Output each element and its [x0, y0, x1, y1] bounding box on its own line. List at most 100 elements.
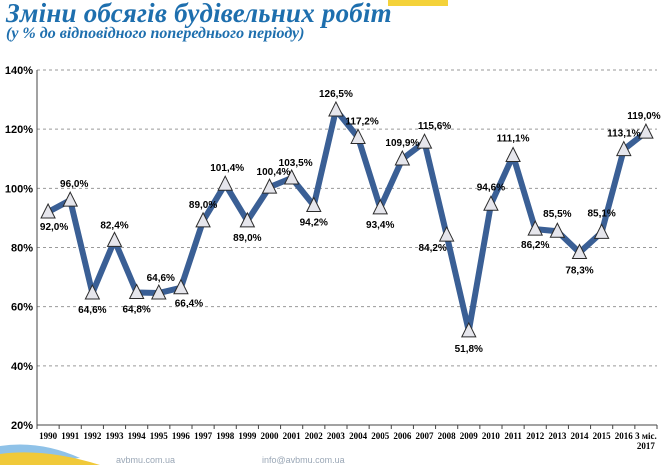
x-tick-label: 1992 — [83, 431, 102, 441]
x-tick-label: 1995 — [150, 431, 169, 441]
data-label: 119,0% — [627, 111, 660, 122]
x-tick-label: 2016 — [615, 431, 634, 441]
y-tick-label: 100% — [5, 183, 33, 195]
footer-email-link[interactable]: info@avbmu.com.ua — [262, 455, 345, 465]
data-label: 103,5% — [279, 158, 313, 169]
data-point-marker — [372, 198, 389, 215]
data-point-marker — [438, 225, 455, 242]
x-tick-label: 2001 — [283, 431, 302, 441]
y-tick-label: 40% — [11, 361, 33, 373]
data-label: 94,2% — [300, 217, 328, 228]
data-label: 113,1% — [607, 129, 640, 140]
x-tick-label: 2009 — [460, 431, 479, 441]
x-tick-label: 2010 — [482, 431, 501, 441]
x-tick-label-line: 2017 — [637, 441, 656, 451]
x-tick-label: 2000 — [261, 431, 280, 441]
data-point-marker — [416, 133, 433, 149]
x-tick-label: 2003 — [327, 431, 346, 441]
data-point-marker — [150, 283, 167, 300]
data-label: 126,5% — [319, 89, 353, 100]
data-point-marker — [394, 149, 411, 166]
data-point-marker — [483, 195, 499, 211]
data-label: 89,0% — [233, 233, 261, 244]
chart-subtitle: (у % до відповідного попереднього період… — [6, 25, 305, 42]
data-point-marker — [527, 220, 544, 236]
x-tick-label: 2012 — [526, 431, 545, 441]
data-point-marker — [62, 191, 79, 207]
data-point-marker — [350, 128, 366, 144]
x-tick-label: 2007 — [416, 431, 435, 441]
data-point-marker — [328, 100, 344, 117]
x-tick-label: 2011 — [504, 431, 522, 441]
data-label: 89,0% — [189, 200, 217, 211]
x-tick-label: 2006 — [393, 431, 412, 441]
decorative-corner-swoosh — [0, 444, 100, 465]
gridlines — [37, 69, 657, 367]
data-point-marker — [638, 123, 654, 139]
x-tick-label: 2002 — [305, 431, 324, 441]
data-point-marker — [549, 222, 566, 238]
data-label: 64,6% — [78, 305, 106, 316]
footer-site-link[interactable]: avbmu.com.ua — [116, 455, 176, 465]
x-tick-label: 1998 — [216, 431, 235, 441]
x-tick-label-line: 3 міс. — [635, 431, 657, 441]
x-tick-label: 1994 — [128, 431, 147, 441]
data-labels: 92,0% 96,0% 64,6% 82,4% 64,8% 64,6% 66,4% 89,0%… — [40, 89, 661, 355]
data-label: 101,4% — [210, 163, 244, 174]
data-label: 85,1% — [587, 208, 615, 219]
x-tick-label: 2014 — [571, 431, 590, 441]
data-point-marker — [173, 278, 189, 295]
data-label: 82,4% — [100, 220, 128, 231]
data-point-marker — [106, 231, 123, 247]
data-label: 111,1% — [497, 133, 530, 144]
data-label: 51,8% — [455, 344, 483, 355]
x-tick-label: 1991 — [61, 431, 80, 441]
x-tick-label: 2015 — [593, 431, 612, 441]
x-tick-label: 2013 — [548, 431, 567, 441]
data-point-marker — [460, 321, 477, 338]
x-tick-label: 2005 — [371, 431, 390, 441]
decorative-stripe — [388, 0, 448, 6]
x-tick-label: 2004 — [349, 431, 368, 441]
data-label: 85,5% — [543, 209, 571, 220]
y-tick-label: 140% — [5, 65, 33, 77]
data-label: 117,2% — [345, 116, 378, 127]
data-point-marker — [615, 140, 632, 157]
data-label: 92,0% — [40, 222, 68, 233]
data-label: 84,2% — [418, 243, 446, 254]
data-label: 94,6% — [477, 182, 505, 193]
x-tick-label: 1997 — [194, 431, 213, 441]
data-label: 64,8% — [122, 304, 150, 315]
data-point-marker — [593, 223, 610, 239]
data-point-marker — [217, 175, 234, 191]
data-point-marker — [128, 283, 145, 299]
data-point-marker — [195, 211, 211, 228]
data-label: 115,6% — [418, 121, 451, 132]
data-point-marker — [283, 168, 300, 185]
data-label: 100,4% — [257, 167, 291, 178]
data-point-marker — [40, 202, 56, 219]
data-point-marker — [261, 178, 278, 194]
series-line — [45, 106, 649, 334]
x-tick-label: 3 міс. 2017 — [635, 431, 657, 451]
data-point-marker — [84, 283, 101, 300]
y-tick-label: 20% — [11, 420, 33, 432]
y-tick-label: 120% — [5, 124, 33, 136]
data-point-marker — [239, 211, 256, 228]
x-tick-label: 1990 — [39, 431, 58, 441]
data-label: 86,2% — [521, 240, 549, 251]
tick-labels: 20% 40% 60% 80% 100% 120% 140% 1990 1991 1992 1993… — [5, 65, 657, 451]
data-point-marker — [571, 243, 588, 260]
data-label: 96,0% — [60, 179, 88, 190]
y-tick-label: 60% — [11, 302, 33, 314]
y-tick-label: 80% — [11, 243, 33, 255]
x-tick-label: 1999 — [238, 431, 257, 441]
data-point-marker — [505, 146, 521, 162]
series-polyline — [45, 106, 649, 334]
data-point-marker — [305, 196, 322, 212]
data-label: 66,4% — [175, 299, 203, 310]
x-tick-label: 1993 — [106, 431, 125, 441]
x-tick-label: 1996 — [172, 431, 191, 441]
axes — [36, 70, 658, 429]
data-markers — [40, 100, 654, 338]
